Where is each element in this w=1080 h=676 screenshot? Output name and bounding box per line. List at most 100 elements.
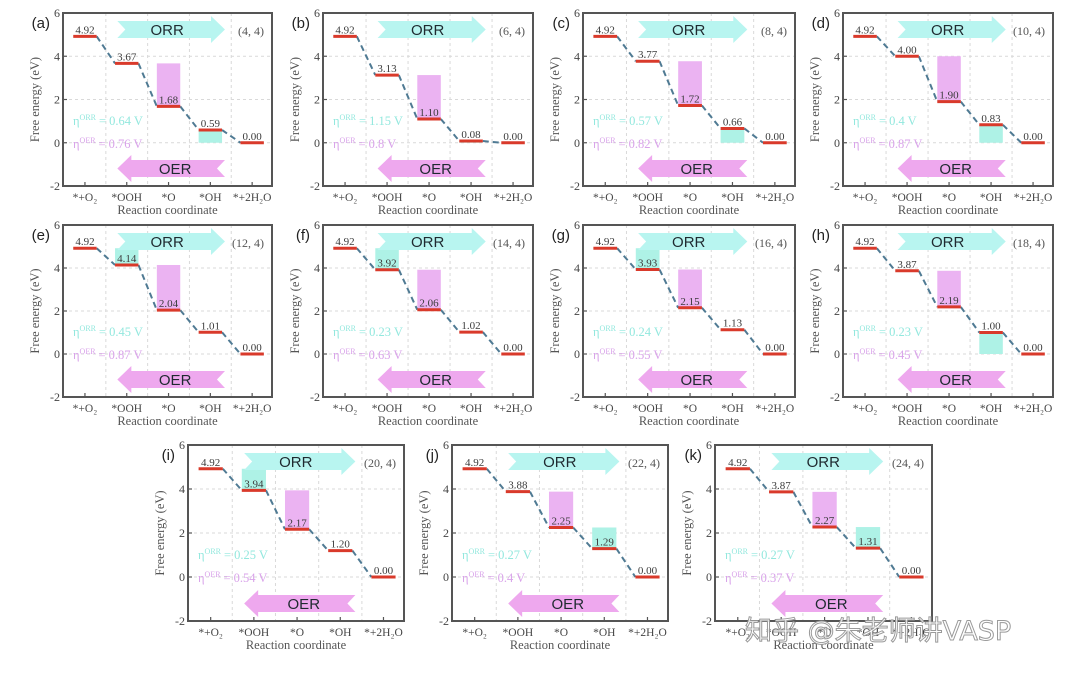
oer-arrow: [377, 155, 486, 182]
equals-sign: =: [879, 348, 886, 362]
orr-arrow-label: ORR: [411, 22, 445, 39]
energy-connector: [137, 264, 158, 311]
energy-value-label: 0.00: [765, 131, 785, 143]
eta-superscript: OER: [469, 570, 486, 579]
eta-symbol: η: [853, 137, 860, 151]
energy-value-label: 2.19: [939, 295, 959, 307]
panel-label: (f): [296, 227, 310, 244]
x-category-label: *OOH: [766, 627, 797, 639]
panel-i: ORR OER 4.92 3.94 2.17 1.20 0.00 -2 0 2 4 6 *+O₂ *OOH…: [153, 438, 405, 652]
y-tick-label: 4: [314, 261, 320, 275]
energy-value-label: 0.00: [503, 131, 523, 143]
x-axis-label: Reaction coordinate: [898, 414, 999, 428]
energy-connector: [876, 247, 897, 272]
x-category-label: *O: [683, 192, 697, 204]
orr-arrow: [508, 448, 620, 475]
x-category-label: *OOH: [372, 192, 403, 204]
y-tick-label: 4: [54, 49, 60, 63]
x-category-label: *OOH: [632, 403, 663, 415]
orr-overpotential-value: 1.15 V: [369, 114, 403, 128]
panel-parameter: (20, 4): [364, 456, 396, 470]
y-tick-label: 2: [54, 93, 60, 107]
panel-label: (c): [553, 15, 571, 32]
panel-label: (h): [812, 227, 830, 244]
orr-overpotential-label: ηORR = 0.45 V: [73, 324, 143, 339]
panel-f: ORR OER 4.92 3.92 2.06 1.02 0.00 -2 0 2 4 6 *+O₂ *OOH…: [288, 218, 534, 428]
eta-symbol: η: [73, 114, 80, 128]
eta-superscript: ORR: [860, 324, 877, 333]
energy-connector: [749, 468, 770, 493]
energy-value-label: 3.92: [377, 258, 396, 270]
orr-overpotential-label: ηORR = 0.27 V: [725, 547, 795, 562]
energy-value-label: 2.25: [551, 516, 571, 528]
oer-overpotential-label: ηOER = 0.54 V: [198, 570, 267, 585]
energy-connector: [917, 55, 939, 103]
eta-symbol: η: [333, 348, 340, 362]
x-category-label: *+2H₂O: [756, 192, 795, 204]
eta-superscript: OER: [600, 347, 617, 356]
x-category-label: *OH: [721, 403, 743, 415]
y-tick-label: 6: [54, 6, 60, 20]
orr-overpotential-value: 0.25 V: [234, 548, 268, 562]
orr-overpotential-value: 0.23 V: [889, 325, 923, 339]
oer-arrow-label: OER: [159, 372, 192, 389]
oer-overpotential-value: 0.55 V: [629, 348, 663, 362]
orr-arrow: [638, 228, 748, 255]
y-tick-label: -2: [50, 179, 60, 193]
x-category-label: *OOH: [111, 403, 142, 415]
energy-value-label: 2.27: [815, 515, 835, 527]
x-category-label: *+O₂: [853, 192, 878, 204]
energy-connector: [876, 35, 897, 57]
energy-connector: [179, 105, 200, 131]
energy-connector: [440, 309, 461, 333]
panel-parameter: (6, 4): [499, 24, 525, 38]
orr-arrow: [897, 228, 1006, 255]
x-category-label: *+O₂: [853, 403, 878, 415]
y-tick-label: 6: [706, 438, 712, 452]
eta-symbol: η: [853, 348, 860, 362]
equals-sign: =: [619, 348, 626, 362]
x-category-label: *+O₂: [593, 403, 618, 415]
y-tick-label: 0: [706, 570, 712, 584]
oer-arrow: [117, 155, 225, 182]
oer-overpotential-value: 0.82 V: [629, 137, 663, 151]
x-category-label: *+O₂: [593, 192, 618, 204]
oer-limiting-step-box: [812, 491, 837, 528]
oer-overpotential-label: ηOER = 0.55 V: [593, 347, 662, 362]
x-category-label: *OH: [199, 192, 221, 204]
eta-superscript: ORR: [600, 324, 617, 333]
panel-parameter: (4, 4): [238, 24, 264, 38]
x-category-label: *+2H₂O: [756, 403, 795, 415]
oer-arrow: [377, 366, 486, 393]
x-category-label: *OOH: [372, 403, 403, 415]
x-axis-label: Reaction coordinate: [639, 414, 740, 428]
energy-connector: [835, 526, 857, 549]
oer-limiting-step-box: [156, 264, 181, 311]
energy-value-label: 1.90: [939, 90, 959, 102]
energy-value-label: 3.93: [638, 258, 658, 270]
energy-connector: [95, 247, 116, 266]
energy-value-label: 0.00: [243, 342, 263, 354]
y-tick-label: 4: [54, 261, 60, 275]
y-tick-label: -2: [50, 390, 60, 404]
eta-symbol: η: [333, 114, 340, 128]
y-axis-label: Free energy (eV): [28, 57, 42, 142]
equals-sign: =: [99, 325, 106, 339]
oer-limiting-step-box: [156, 63, 181, 107]
eta-superscript: OER: [205, 570, 222, 579]
y-tick-label: 0: [834, 347, 840, 361]
orr-limiting-step-box: [198, 129, 223, 143]
x-category-label: *+2H₂O: [233, 192, 272, 204]
energy-value-label: 1.00: [981, 321, 1001, 333]
orr-overpotential-value: 0.24 V: [629, 325, 663, 339]
equals-sign: =: [359, 325, 366, 339]
orr-arrow: [244, 448, 356, 475]
equals-sign: =: [619, 114, 626, 128]
y-tick-label: 4: [574, 49, 580, 63]
oer-overpotential-label: ηOER = 0.37 V: [725, 570, 794, 585]
equals-sign: =: [359, 114, 366, 128]
y-tick-label: -2: [175, 614, 185, 628]
energy-connector: [137, 62, 158, 107]
oer-overpotential-value: 0.54 V: [234, 571, 268, 585]
orr-arrow-label: ORR: [279, 454, 313, 471]
